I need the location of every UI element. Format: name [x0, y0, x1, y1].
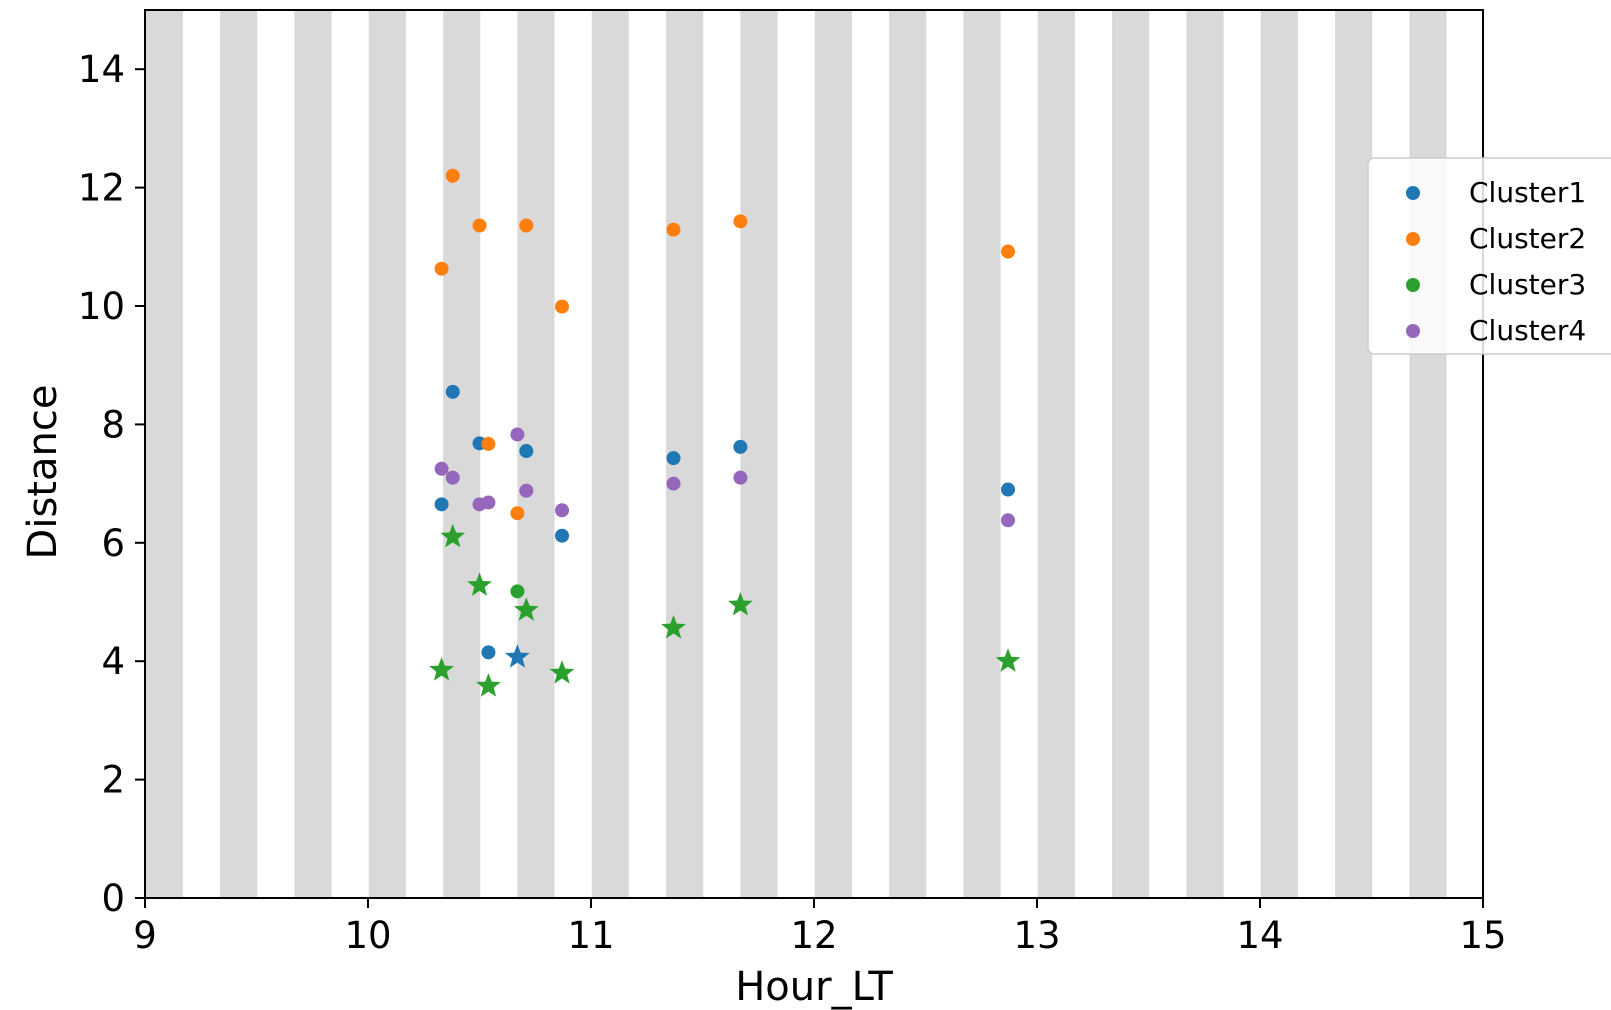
background-stripes	[145, 10, 1447, 898]
background-stripe	[368, 10, 406, 898]
cluster1-point	[555, 528, 570, 543]
cluster1-point	[434, 497, 449, 512]
y-tick-label: 0	[101, 877, 125, 920]
legend-label: Cluster1	[1469, 176, 1586, 209]
background-stripe	[220, 10, 258, 898]
x-tick-label: 9	[133, 914, 157, 957]
x-axis-ticks: 9 10 11 12 13 14 15	[133, 898, 1507, 957]
background-stripe	[1186, 10, 1224, 898]
cluster3-star-point	[476, 673, 501, 697]
background-stripe	[145, 10, 183, 898]
cluster2-point	[519, 218, 534, 233]
cluster4-point	[519, 483, 534, 498]
y-tick-label: 8	[101, 403, 125, 446]
background-stripe	[740, 10, 778, 898]
cluster4-point	[1001, 513, 1016, 528]
cluster1-point	[666, 451, 681, 466]
cluster3-point	[510, 584, 525, 599]
y-axis-ticks: 0 2 4 6 8 10 12 14	[78, 48, 145, 920]
cluster4-point	[481, 495, 496, 510]
cluster3-star-point	[728, 592, 753, 616]
background-stripe	[443, 10, 481, 898]
cluster3-star-point	[514, 597, 539, 621]
legend-box	[1367, 157, 1611, 355]
cluster1-point	[1001, 482, 1016, 497]
cluster3-star-point	[661, 615, 686, 639]
cluster4-point	[733, 470, 748, 485]
cluster2-point	[472, 218, 487, 233]
legend-marker	[1406, 232, 1420, 246]
legend-label: Cluster3	[1469, 268, 1586, 301]
background-stripe	[1037, 10, 1075, 898]
cluster1-star-point	[505, 644, 530, 668]
y-axis-label: Distance	[20, 385, 66, 560]
y-tick-label: 6	[101, 522, 125, 565]
x-tick-label: 10	[344, 914, 391, 957]
cluster4-point	[434, 461, 449, 476]
cluster1-point	[519, 444, 534, 459]
x-tick-label: 15	[1459, 914, 1506, 957]
y-tick-label: 4	[101, 640, 125, 683]
cluster2-point	[733, 214, 748, 229]
background-stripe	[294, 10, 332, 898]
legend: Cluster1 Cluster2 Cluster3 Cluster4	[1367, 157, 1611, 355]
background-stripe	[1335, 10, 1373, 898]
cluster2-point	[1001, 244, 1016, 259]
background-stripe	[889, 10, 927, 898]
cluster4-point	[510, 427, 525, 442]
legend-marker	[1406, 278, 1420, 292]
legend-marker	[1406, 186, 1420, 200]
y-tick-label: 2	[101, 759, 125, 802]
cluster1-point	[445, 384, 460, 399]
y-tick-label: 12	[78, 167, 125, 210]
cluster1-point	[481, 645, 496, 660]
legend-label: Cluster4	[1469, 314, 1586, 347]
cluster2-point	[481, 436, 496, 451]
cluster2-point	[434, 261, 449, 276]
cluster3-star-point	[995, 648, 1021, 672]
background-stripe	[814, 10, 852, 898]
background-stripe	[591, 10, 629, 898]
x-tick-label: 12	[790, 914, 837, 957]
data-markers	[429, 168, 1021, 697]
legend-marker	[1406, 324, 1420, 338]
x-axis-label: Hour_LT	[735, 964, 893, 1010]
cluster3-star-point	[429, 657, 454, 681]
cluster2-point	[555, 299, 570, 314]
x-tick-label: 14	[1236, 914, 1283, 957]
x-tick-label: 11	[567, 914, 614, 957]
plot-area	[145, 10, 1483, 898]
y-tick-label: 10	[78, 285, 125, 328]
cluster2-point	[510, 506, 525, 521]
cluster4-point	[666, 476, 681, 491]
cluster2-point	[445, 168, 460, 183]
x-tick-label: 13	[1013, 914, 1060, 957]
cluster3-star-point	[440, 523, 466, 548]
cluster4-point	[555, 503, 570, 518]
background-stripe	[1409, 10, 1447, 898]
plot-background	[145, 10, 1483, 898]
background-stripe	[1112, 10, 1150, 898]
y-tick-label: 14	[78, 48, 125, 91]
cluster1-point	[733, 439, 748, 454]
cluster3-star-point	[467, 572, 492, 596]
cluster2-point	[666, 222, 681, 237]
background-stripe	[963, 10, 1001, 898]
cluster3-star-point	[549, 660, 575, 684]
cluster4-point	[445, 470, 460, 485]
legend-label: Cluster2	[1469, 222, 1586, 255]
background-stripe	[1260, 10, 1298, 898]
